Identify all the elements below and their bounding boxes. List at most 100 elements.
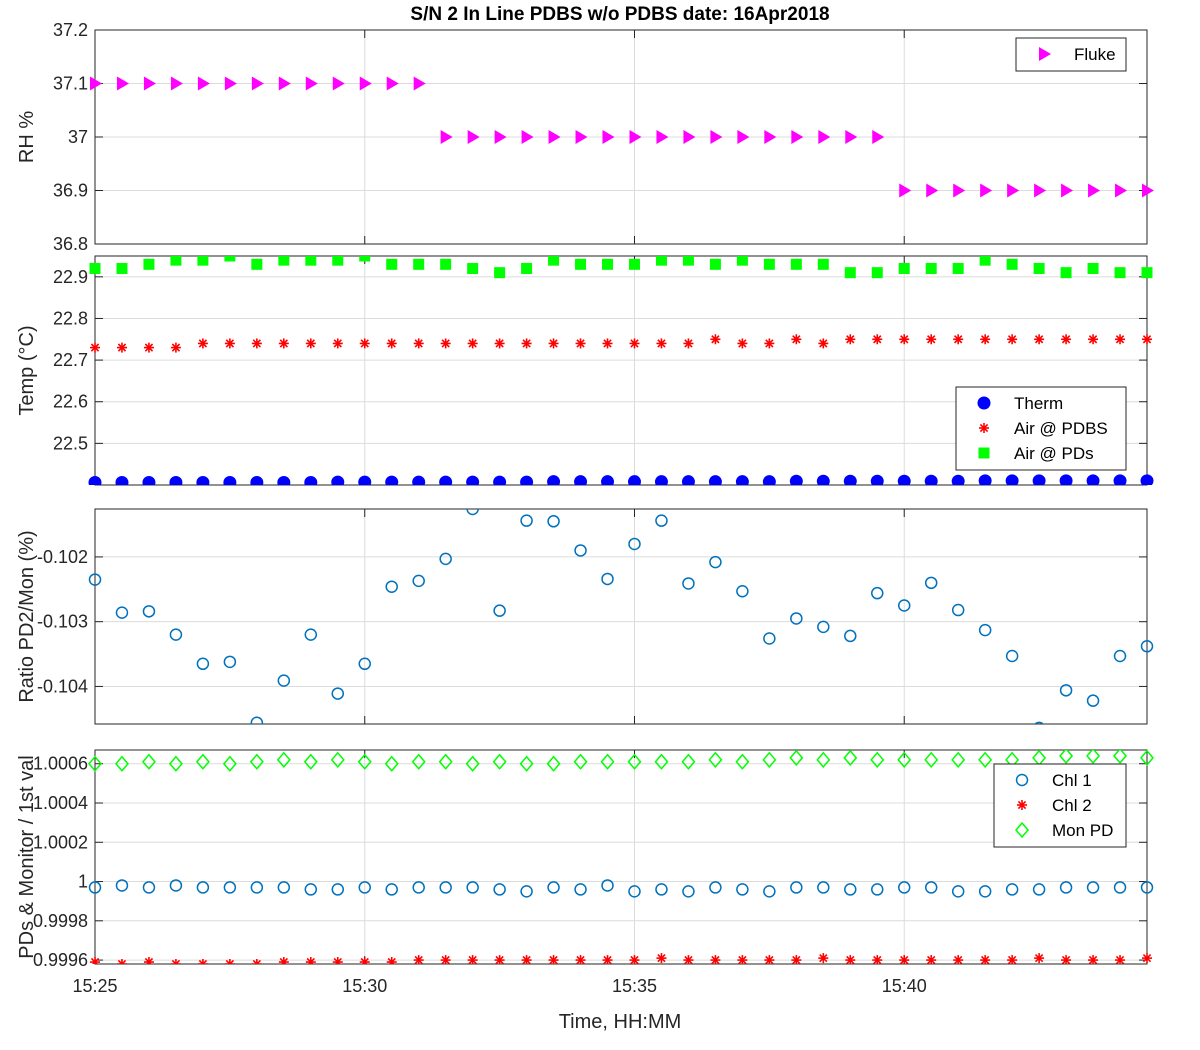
data-point bbox=[817, 620, 830, 634]
data-point bbox=[791, 130, 804, 144]
data-point bbox=[791, 955, 802, 964]
data-point bbox=[736, 584, 749, 598]
data-point bbox=[1061, 334, 1072, 345]
data-point bbox=[305, 957, 316, 964]
data-point bbox=[494, 267, 506, 279]
data-point bbox=[817, 258, 829, 270]
data-point bbox=[924, 474, 938, 485]
data-point bbox=[412, 475, 426, 485]
data-point bbox=[951, 751, 966, 768]
data-point bbox=[1034, 721, 1044, 724]
data-point bbox=[223, 476, 237, 485]
data-point bbox=[115, 606, 129, 619]
data-point bbox=[143, 258, 155, 270]
legend-entry: Air @ PDs bbox=[1014, 444, 1094, 463]
data-points bbox=[88, 750, 1154, 964]
data-point bbox=[304, 628, 318, 641]
legend-entry: Chl 1 bbox=[1052, 771, 1092, 790]
data-point bbox=[305, 338, 316, 349]
y-tick-label: -0.103 bbox=[37, 612, 88, 632]
data-point bbox=[439, 881, 452, 894]
data-point bbox=[439, 552, 452, 566]
data-point bbox=[170, 76, 183, 91]
data-point bbox=[601, 475, 615, 485]
data-point bbox=[196, 657, 210, 671]
data-point bbox=[519, 755, 534, 772]
data-point bbox=[170, 959, 181, 964]
y-tick-label: 0.9998 bbox=[33, 911, 88, 931]
data-point bbox=[1005, 474, 1019, 485]
data-point bbox=[871, 883, 884, 896]
data-point bbox=[978, 474, 992, 485]
data-point bbox=[1007, 183, 1020, 198]
data-point bbox=[1142, 183, 1154, 198]
data-point bbox=[574, 883, 587, 896]
legend-entry: Fluke bbox=[1074, 45, 1116, 64]
data-point bbox=[627, 753, 642, 770]
data-point bbox=[924, 881, 938, 894]
y-tick-label: 1.0002 bbox=[33, 832, 88, 852]
data-point bbox=[223, 655, 237, 669]
legend: Fluke bbox=[1015, 37, 1127, 72]
data-point bbox=[1088, 183, 1101, 198]
data-point bbox=[978, 885, 992, 898]
data-point bbox=[385, 883, 398, 896]
series-air-pdbs bbox=[90, 334, 1152, 353]
data-point bbox=[1114, 267, 1126, 279]
data-point bbox=[870, 751, 885, 768]
data-point bbox=[197, 338, 208, 349]
data-point bbox=[1005, 649, 1019, 663]
data-point bbox=[899, 334, 910, 345]
data-point bbox=[195, 753, 210, 770]
y-tick-label: 0.9996 bbox=[33, 950, 88, 970]
data-point bbox=[251, 258, 263, 270]
data-point bbox=[602, 338, 613, 349]
data-point bbox=[871, 586, 884, 600]
data-point bbox=[1006, 258, 1018, 270]
data-point bbox=[980, 955, 991, 964]
y-tick-label: -0.102 bbox=[37, 547, 88, 567]
series-therm bbox=[88, 474, 1154, 485]
data-point bbox=[681, 475, 695, 485]
y-tick-label: 22.8 bbox=[53, 308, 88, 328]
legend-entry: Air @ PDBS bbox=[1014, 419, 1108, 438]
y-axis-label: RH % bbox=[16, 111, 38, 163]
data-point bbox=[575, 130, 588, 144]
data-point bbox=[1005, 883, 1019, 896]
data-point bbox=[386, 258, 398, 270]
data-point bbox=[251, 959, 262, 964]
data-point bbox=[224, 256, 236, 262]
data-point bbox=[629, 130, 642, 144]
data-point bbox=[465, 755, 480, 772]
data-point bbox=[1061, 183, 1074, 198]
data-points bbox=[88, 509, 1154, 724]
data-point bbox=[951, 474, 965, 485]
data-point bbox=[683, 130, 696, 144]
data-point bbox=[980, 334, 991, 345]
data-point bbox=[1141, 267, 1153, 279]
data-point bbox=[953, 183, 966, 198]
data-point bbox=[710, 955, 721, 964]
data-point bbox=[897, 881, 911, 894]
data-point bbox=[467, 338, 478, 349]
data-point bbox=[1113, 474, 1127, 485]
data-point bbox=[978, 751, 993, 768]
data-point bbox=[88, 573, 102, 586]
legend-entry: Chl 2 bbox=[1052, 796, 1092, 815]
data-point bbox=[386, 76, 399, 91]
data-point bbox=[305, 76, 318, 91]
data-point bbox=[979, 256, 991, 266]
data-point bbox=[1088, 334, 1099, 345]
data-point bbox=[1007, 334, 1018, 345]
y-tick-label: -0.104 bbox=[37, 676, 88, 696]
data-point bbox=[116, 76, 129, 91]
data-point bbox=[250, 881, 264, 894]
data-point bbox=[654, 753, 669, 770]
data-point bbox=[1140, 881, 1154, 894]
data-point bbox=[683, 955, 694, 964]
data-point bbox=[790, 881, 803, 894]
data-point bbox=[1059, 750, 1074, 765]
data-point bbox=[467, 955, 478, 964]
data-point bbox=[681, 753, 696, 770]
data-point bbox=[818, 130, 831, 144]
